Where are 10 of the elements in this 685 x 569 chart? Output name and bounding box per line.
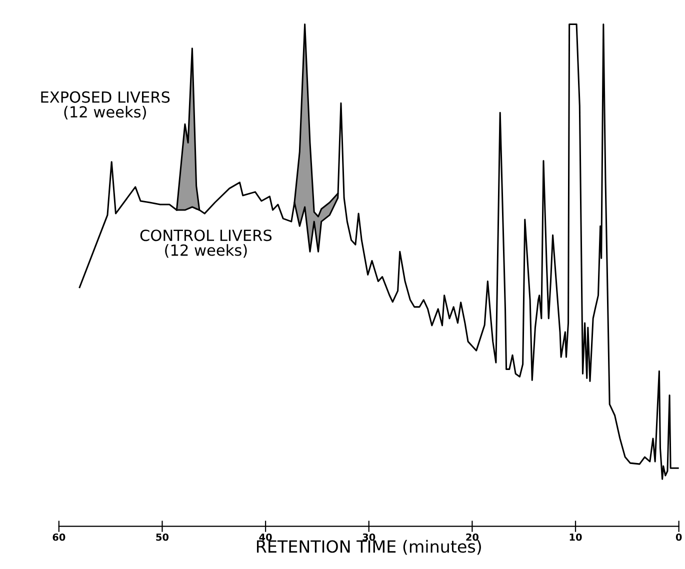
x-axis-title: RETENTION TIME (minutes) <box>256 540 481 555</box>
x-tick-label: 30 <box>362 533 376 541</box>
series-label: EXPOSED LIVERS (12 weeks) <box>41 91 170 120</box>
x-tick-label: 10 <box>570 533 582 541</box>
x-tick-label: 60 <box>52 533 66 541</box>
x-tick-label: 20 <box>466 533 478 541</box>
series-label: CONTROL LIVERS (12 weeks) <box>140 230 272 258</box>
x-tick-label: 40 <box>259 533 272 541</box>
x-tick-label: 0 <box>676 533 682 541</box>
x-tick-label: 50 <box>156 533 169 541</box>
